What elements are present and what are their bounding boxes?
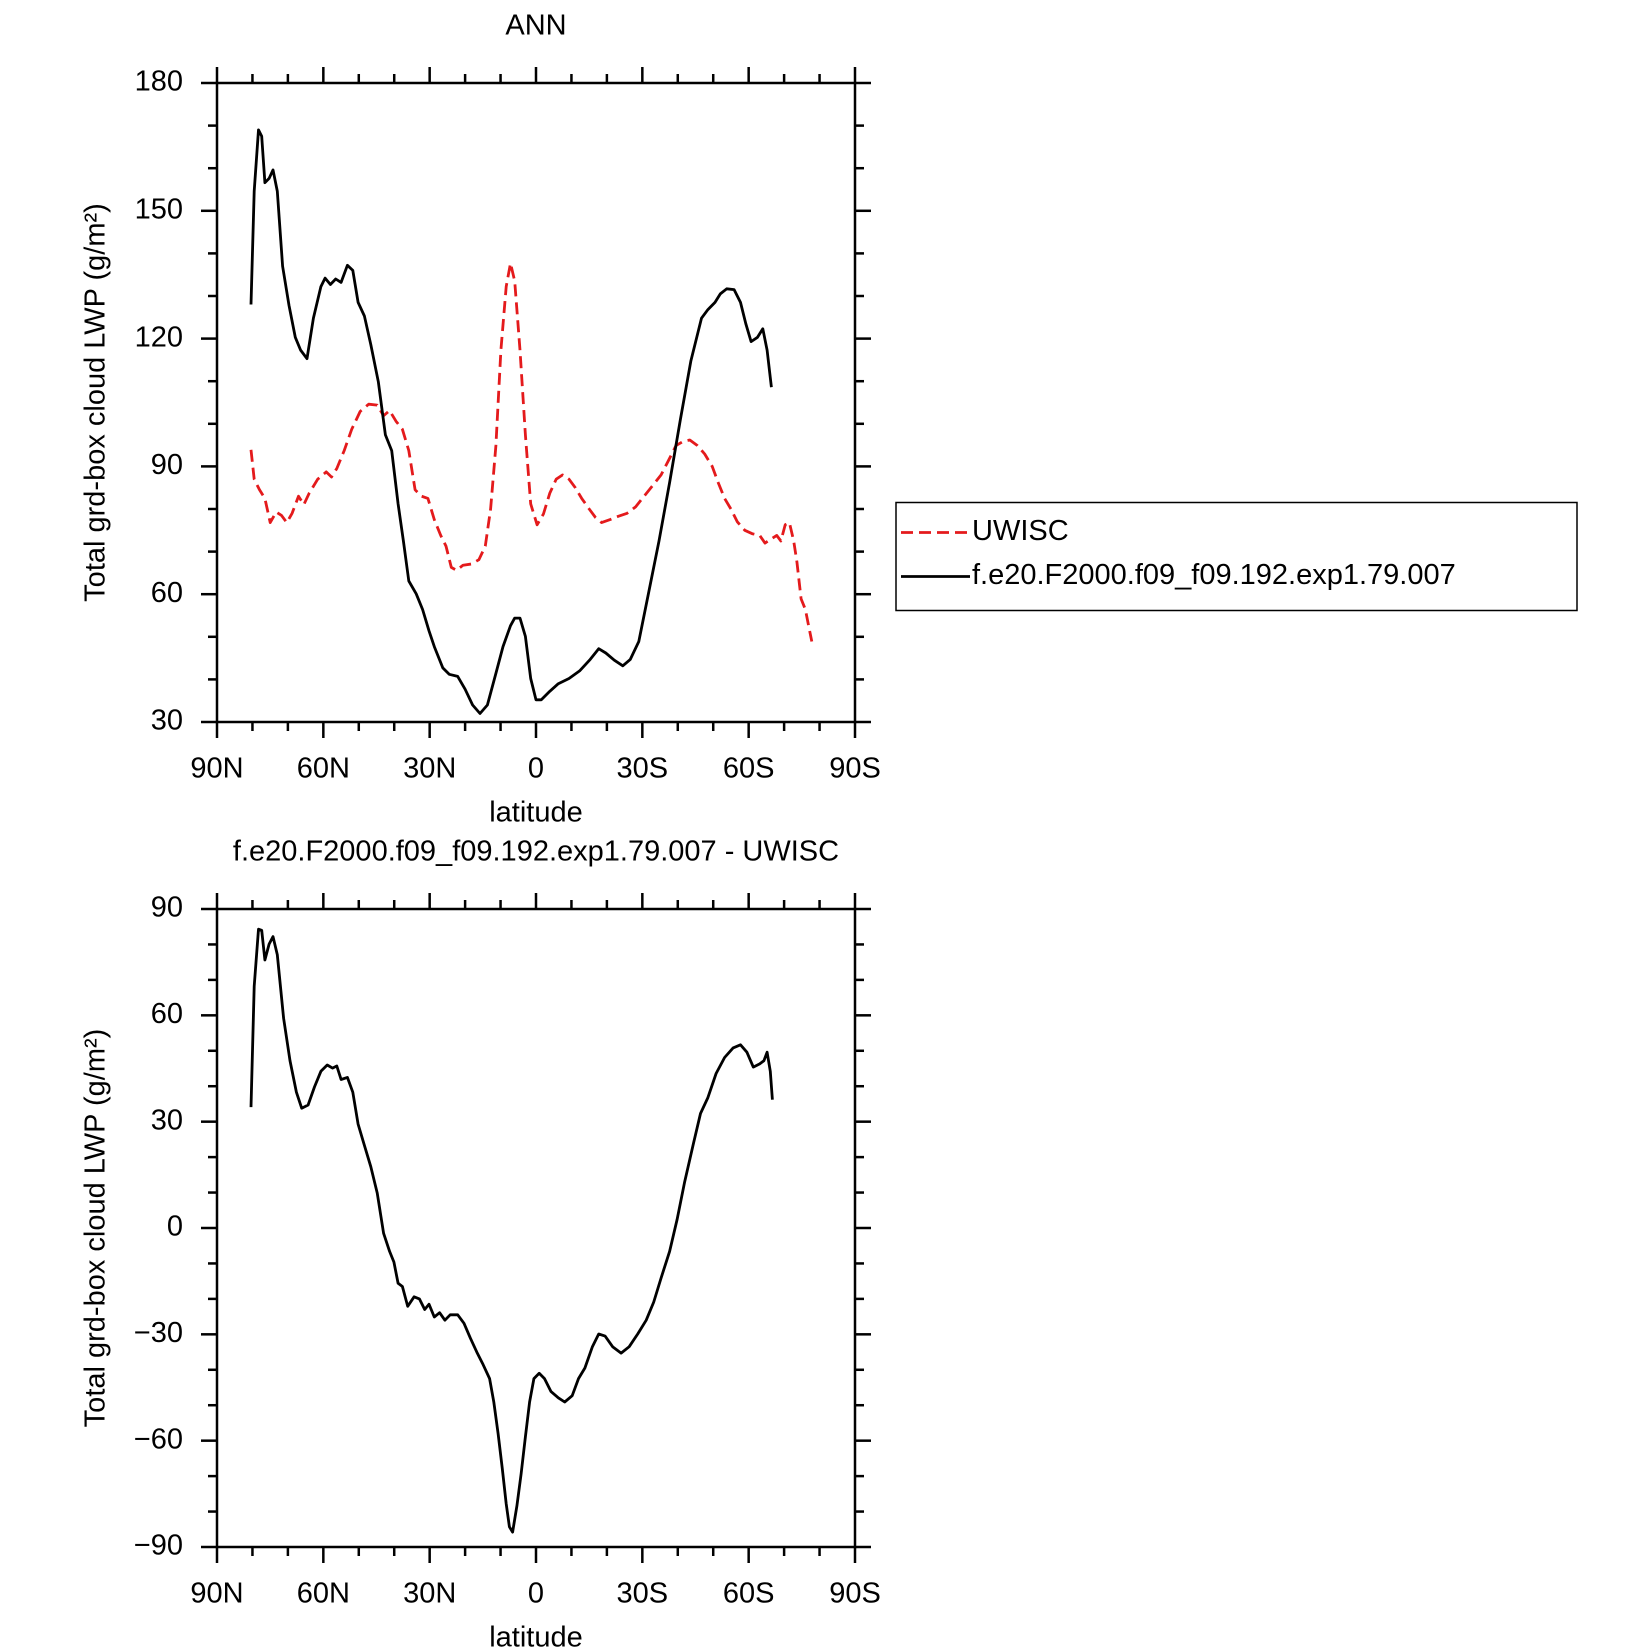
x-tick-label: 0 (528, 753, 544, 785)
y-tick-label: −30 (134, 1317, 183, 1349)
y-tick-label: 0 (167, 1211, 183, 1243)
chart-title: ANN (505, 10, 566, 42)
x-tick-label: 60S (723, 753, 775, 785)
y-tick-label: −60 (134, 1423, 183, 1455)
x-tick-label: 30S (617, 753, 669, 785)
x-tick-label: 90N (190, 753, 243, 785)
y-axis-label: Total grd-box cloud LWP (g/m²) (80, 1029, 112, 1428)
x-tick-label: 60N (297, 1578, 350, 1610)
y-axis-label: Total grd-box cloud LWP (g/m²) (80, 203, 112, 602)
x-tick-label: 90S (829, 1578, 881, 1610)
legend-box (895, 501, 1578, 612)
x-tick-label: 90N (190, 1578, 243, 1610)
y-tick-label: 150 (135, 193, 183, 225)
legend-label: f.e20.F2000.f09_f09.192.exp1.79.007 (972, 559, 1456, 591)
chart-title: f.e20.F2000.f09_f09.192.exp1.79.007 - UW… (233, 836, 839, 868)
plot-frame (215, 907, 857, 1549)
plot-frame (215, 81, 857, 724)
legend: UWISC f.e20.F2000.f09_f09.192.exp1.79.007 (895, 501, 1578, 612)
data-line (249, 927, 774, 1534)
y-tick-label: 120 (135, 321, 183, 353)
y-tick-label: 90 (151, 449, 183, 481)
x-tick-label: 60S (723, 1578, 775, 1610)
x-tick-label: 30S (617, 1578, 669, 1610)
data-line (249, 128, 773, 715)
y-tick-label: 30 (151, 1104, 183, 1136)
y-tick-label: 180 (135, 66, 183, 98)
x-axis-label: latitude (489, 797, 583, 829)
y-tick-label: 60 (151, 577, 183, 609)
x-tick-label: 30N (403, 753, 456, 785)
y-tick-label: −90 (134, 1530, 183, 1562)
x-tick-label: 60N (297, 753, 350, 785)
x-axis-label: latitude (489, 1622, 583, 1647)
x-tick-label: 30N (403, 1578, 456, 1610)
y-tick-label: 60 (151, 998, 183, 1030)
data-line (249, 261, 814, 642)
x-tick-label: 0 (528, 1578, 544, 1610)
y-tick-label: 30 (151, 705, 183, 737)
legend-label: UWISC (972, 515, 1069, 547)
y-tick-label: 90 (151, 892, 183, 924)
x-tick-label: 90S (829, 753, 881, 785)
